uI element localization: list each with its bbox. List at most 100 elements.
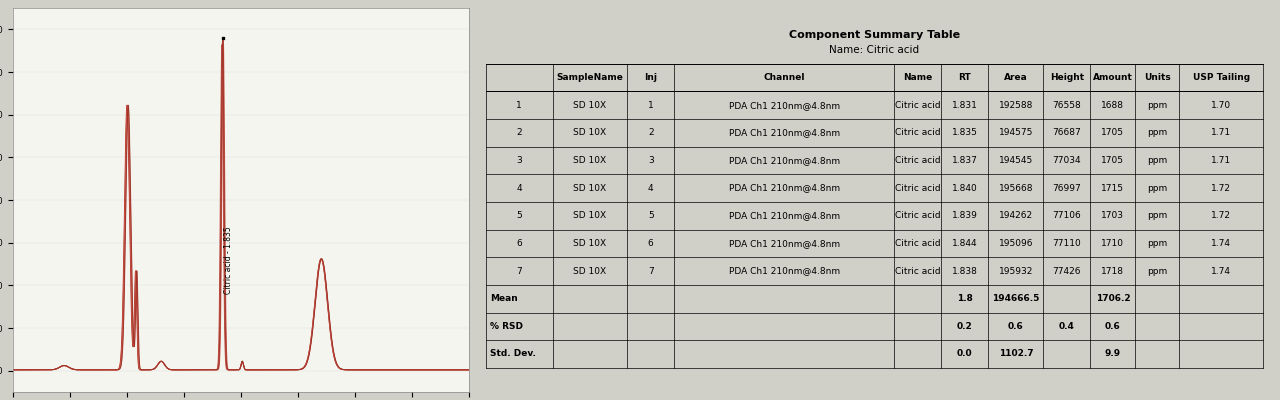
Text: ppm: ppm: [1147, 156, 1167, 165]
Text: ppm: ppm: [1147, 101, 1167, 110]
Text: 0.6: 0.6: [1009, 322, 1024, 331]
Text: Name: Citric acid: Name: Citric acid: [829, 45, 919, 55]
Text: 3: 3: [516, 156, 522, 165]
Text: 4: 4: [516, 184, 522, 192]
Text: ppm: ppm: [1147, 184, 1167, 192]
Text: 1.74: 1.74: [1211, 239, 1231, 248]
Text: 77034: 77034: [1052, 156, 1082, 165]
Text: 2: 2: [648, 128, 654, 137]
Text: 1688: 1688: [1101, 101, 1124, 110]
Text: 0.4: 0.4: [1059, 322, 1075, 331]
Text: PDA Ch1 210nm@4.8nm: PDA Ch1 210nm@4.8nm: [728, 211, 840, 220]
Text: SD 10X: SD 10X: [573, 156, 607, 165]
Text: ppm: ppm: [1147, 266, 1167, 276]
Text: 77110: 77110: [1052, 239, 1082, 248]
Text: Citric acid: Citric acid: [895, 211, 941, 220]
Text: ppm: ppm: [1147, 239, 1167, 248]
Text: 1703: 1703: [1101, 211, 1124, 220]
Text: 1705: 1705: [1101, 156, 1124, 165]
Text: PDA Ch1 210nm@4.8nm: PDA Ch1 210nm@4.8nm: [728, 156, 840, 165]
Text: 1102.7: 1102.7: [998, 350, 1033, 358]
Text: 6: 6: [516, 239, 522, 248]
Text: PDA Ch1 210nm@4.8nm: PDA Ch1 210nm@4.8nm: [728, 128, 840, 137]
Text: 1.837: 1.837: [952, 156, 978, 165]
Text: 195932: 195932: [998, 266, 1033, 276]
Text: 195096: 195096: [998, 239, 1033, 248]
Text: 1.72: 1.72: [1211, 211, 1231, 220]
Text: 192588: 192588: [998, 101, 1033, 110]
Text: 1.71: 1.71: [1211, 128, 1231, 137]
Text: 1.839: 1.839: [952, 211, 978, 220]
Text: Citric acid: Citric acid: [895, 184, 941, 192]
Text: 76558: 76558: [1052, 101, 1082, 110]
Text: Component Summary Table: Component Summary Table: [788, 30, 960, 40]
Text: 2: 2: [516, 128, 522, 137]
Text: ppm: ppm: [1147, 128, 1167, 137]
Text: Name: Name: [904, 73, 932, 82]
Text: USP Tailing: USP Tailing: [1193, 73, 1249, 82]
Text: 195668: 195668: [998, 184, 1033, 192]
Text: 0.6: 0.6: [1105, 322, 1121, 331]
Text: 1: 1: [516, 101, 522, 110]
Text: 1.72: 1.72: [1211, 184, 1231, 192]
Text: 1715: 1715: [1101, 184, 1124, 192]
Text: PDA Ch1 210nm@4.8nm: PDA Ch1 210nm@4.8nm: [728, 239, 840, 248]
Text: 194545: 194545: [998, 156, 1033, 165]
Text: SD 10X: SD 10X: [573, 266, 607, 276]
Text: 76997: 76997: [1052, 184, 1082, 192]
Text: Area: Area: [1004, 73, 1028, 82]
Text: 0.2: 0.2: [957, 322, 973, 331]
Text: Citric acid: Citric acid: [895, 239, 941, 248]
Text: 6: 6: [648, 239, 654, 248]
Text: PDA Ch1 210nm@4.8nm: PDA Ch1 210nm@4.8nm: [728, 266, 840, 276]
Text: 1710: 1710: [1101, 239, 1124, 248]
Text: ppm: ppm: [1147, 211, 1167, 220]
Text: 1.835: 1.835: [952, 128, 978, 137]
Text: 1.831: 1.831: [952, 101, 978, 110]
Text: SD 10X: SD 10X: [573, 184, 607, 192]
Text: Amount: Amount: [1093, 73, 1133, 82]
Text: SD 10X: SD 10X: [573, 128, 607, 137]
Text: Std. Dev.: Std. Dev.: [490, 350, 535, 358]
Text: Inj: Inj: [644, 73, 657, 82]
Text: SD 10X: SD 10X: [573, 101, 607, 110]
Text: 1.71: 1.71: [1211, 156, 1231, 165]
Text: PDA Ch1 210nm@4.8nm: PDA Ch1 210nm@4.8nm: [728, 184, 840, 192]
Text: SampleName: SampleName: [557, 73, 623, 82]
Text: 5: 5: [648, 211, 654, 220]
Text: 1.74: 1.74: [1211, 266, 1231, 276]
Text: Citric acid: Citric acid: [895, 101, 941, 110]
Text: SD 10X: SD 10X: [573, 239, 607, 248]
Text: 1718: 1718: [1101, 266, 1124, 276]
Text: 1705: 1705: [1101, 128, 1124, 137]
Text: RT: RT: [959, 73, 972, 82]
Text: 194666.5: 194666.5: [992, 294, 1039, 303]
Text: 4: 4: [648, 184, 654, 192]
Text: 7: 7: [648, 266, 654, 276]
Text: 77106: 77106: [1052, 211, 1082, 220]
Text: 194262: 194262: [998, 211, 1033, 220]
Text: Citric acid - 1.835: Citric acid - 1.835: [224, 226, 233, 294]
Text: Citric acid: Citric acid: [895, 156, 941, 165]
Text: 1.840: 1.840: [952, 184, 978, 192]
Text: Citric acid: Citric acid: [895, 266, 941, 276]
Text: 1.844: 1.844: [952, 239, 978, 248]
Text: Citric acid: Citric acid: [895, 128, 941, 137]
Text: 76687: 76687: [1052, 128, 1082, 137]
Text: 5: 5: [516, 211, 522, 220]
Text: 77426: 77426: [1052, 266, 1082, 276]
Text: 0.0: 0.0: [957, 350, 973, 358]
Text: PDA Ch1 210nm@4.8nm: PDA Ch1 210nm@4.8nm: [728, 101, 840, 110]
Text: 1.8: 1.8: [957, 294, 973, 303]
Text: Height: Height: [1050, 73, 1084, 82]
Text: 194575: 194575: [998, 128, 1033, 137]
Text: 9.9: 9.9: [1105, 350, 1121, 358]
Text: 3: 3: [648, 156, 654, 165]
Text: Mean: Mean: [490, 294, 517, 303]
Text: Units: Units: [1144, 73, 1171, 82]
Text: 1: 1: [648, 101, 654, 110]
Text: 1.838: 1.838: [952, 266, 978, 276]
Text: 7: 7: [516, 266, 522, 276]
Text: SD 10X: SD 10X: [573, 211, 607, 220]
Text: % RSD: % RSD: [490, 322, 522, 331]
